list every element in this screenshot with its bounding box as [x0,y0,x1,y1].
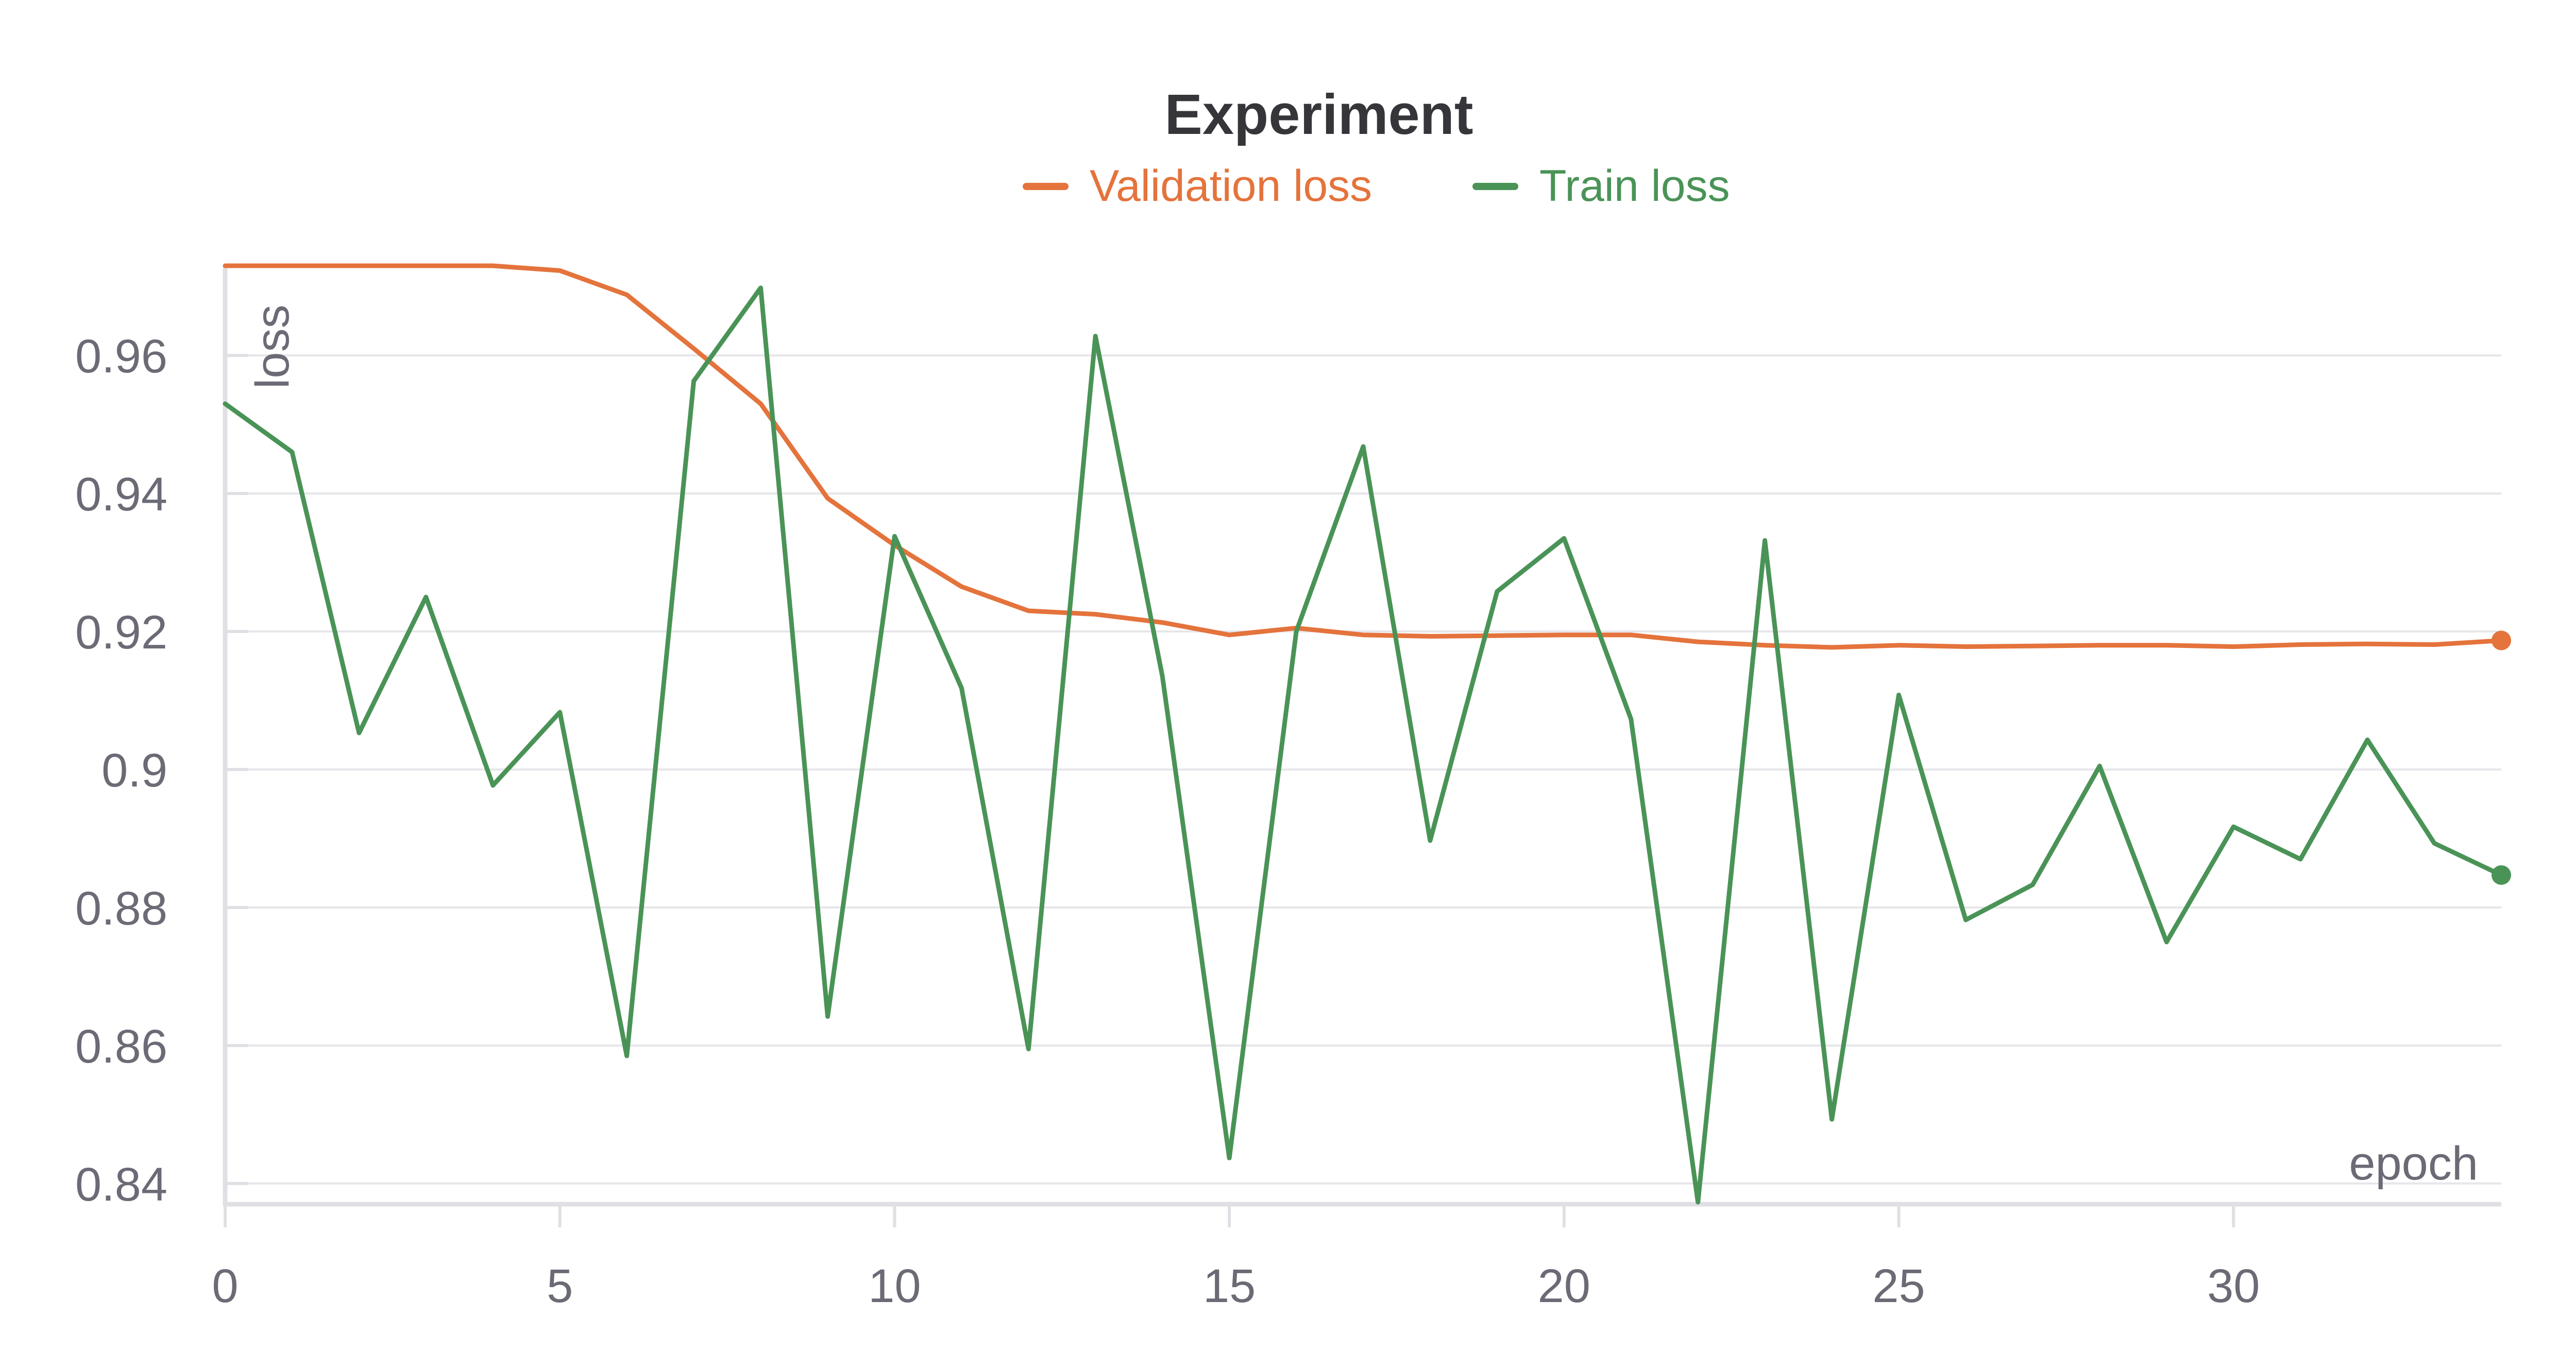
series-end-marker-train-loss [2492,865,2511,885]
legend-label-validation-loss: Validation loss [1090,161,1372,211]
grid-layer [225,354,2501,1185]
chart-title: Experiment [1164,83,1473,146]
tick-labels-layer: 0.84 0.86 0.88 0.9 0.92 0.94 0.96 0 5 10 15 20 25 30 [75,330,2260,1312]
legend-item-train-loss[interactable]: Train loss [1472,161,1730,211]
y-tick-label: 0.94 [75,468,167,521]
y-axis-label: loss [246,304,299,389]
x-tick-label: 30 [2207,1260,2260,1312]
y-tick-label: 0.88 [75,882,167,935]
y-tick-label: 0.86 [75,1020,167,1073]
legend[interactable]: Validation loss Train loss [1023,161,1730,211]
series-line-validation-loss [223,263,2504,650]
x-tick-label: 0 [212,1260,238,1312]
axes-layer [223,266,2501,1227]
x-tick-label: 25 [1872,1260,1925,1312]
y-tick-label: 0.96 [75,330,167,383]
y-tick-label: 0.92 [75,606,167,659]
series-layer [223,263,2511,1205]
legend-label-train-loss: Train loss [1539,161,1730,211]
x-tick-label: 10 [868,1260,921,1312]
series-end-marker-validation-loss [2492,630,2511,651]
x-tick-label: 5 [547,1260,573,1312]
legend-item-validation-loss[interactable]: Validation loss [1023,161,1372,211]
y-tick-label: 0.9 [101,744,167,797]
x-tick-label: 20 [1538,1260,1590,1312]
x-tick-label: 15 [1203,1260,1256,1312]
x-axis-label: epoch [2349,1137,2478,1190]
series-line-train-loss [223,285,2504,1205]
y-tick-label: 0.84 [75,1158,167,1211]
